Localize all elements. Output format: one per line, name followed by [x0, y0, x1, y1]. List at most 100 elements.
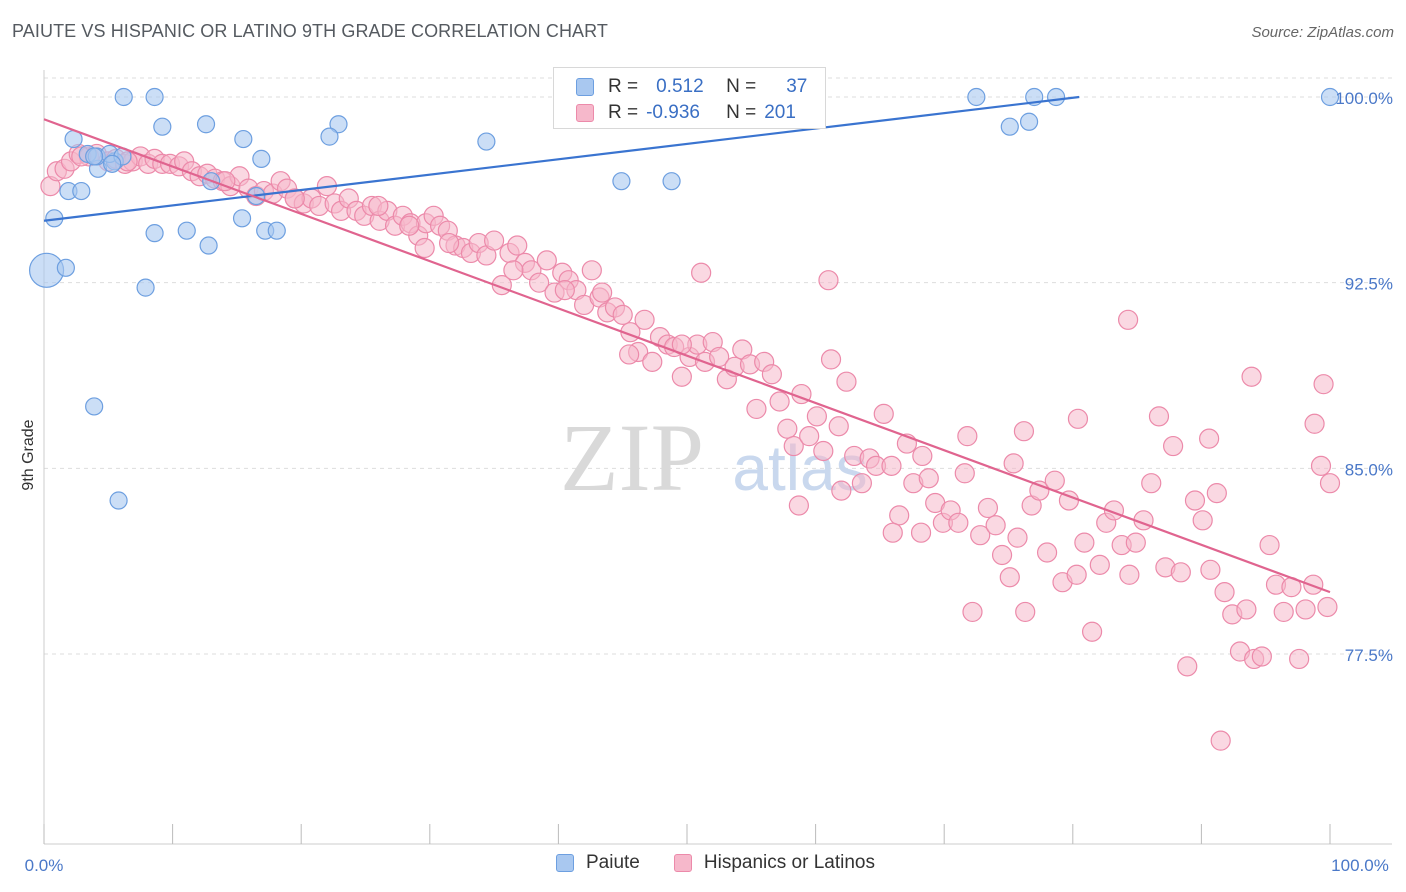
hispanic-point [1141, 473, 1162, 494]
hispanic-point [889, 505, 910, 526]
hispanic-point [368, 195, 389, 217]
hispanic-point [507, 235, 528, 256]
hispanic-point [828, 416, 849, 437]
paiute-point [477, 132, 496, 151]
hispanic-point [954, 463, 975, 484]
hispanic-point [873, 403, 894, 424]
hispanic-swatch [576, 104, 594, 122]
paiute-point [967, 87, 986, 107]
hispanic-point [642, 351, 663, 372]
hispanic-point [1317, 596, 1338, 618]
hispanic-point [777, 418, 798, 439]
paiute-point [662, 172, 681, 191]
trendlines [43, 95, 1331, 594]
hispanic-point [1117, 309, 1139, 330]
paiute-point [72, 181, 91, 201]
paiute-point [267, 221, 286, 240]
paiute-point [85, 147, 104, 166]
paiute-swatch [576, 78, 594, 96]
hispanic-point [783, 435, 804, 457]
paiute-point [136, 278, 155, 297]
hispanic-point [399, 215, 420, 236]
hispanic-point [836, 371, 857, 392]
hispanic-point [769, 391, 790, 412]
hispanic-point [1066, 564, 1087, 585]
hispanic-point [970, 525, 991, 546]
hispanic-legend-swatch [673, 854, 692, 872]
hispanic-point [999, 567, 1020, 588]
hispanic-n-label: N = [726, 102, 757, 123]
hispanic-point [1295, 599, 1316, 620]
hispanic-point [1206, 482, 1227, 504]
y-tick-label: 100.0% [1335, 89, 1393, 108]
y-tick-label: 92.5% [1345, 275, 1393, 294]
hispanic-r-value: -0.936 [646, 102, 700, 123]
hispanic-point [529, 272, 550, 293]
hispanic-point [1192, 510, 1213, 531]
axes [43, 70, 1392, 845]
paiute-point [234, 129, 253, 149]
hispanic-point [592, 282, 613, 303]
hispanic-point [536, 250, 557, 271]
legend-item-hispanic[interactable]: Hispanics or Latinos [673, 852, 875, 874]
hispanic-point [957, 426, 978, 447]
hispanic-point [1003, 453, 1024, 474]
hispanic-point [1313, 374, 1334, 395]
axis-labels: 100.0% 92.5% 85.0% 77.5% 0.0% 100.0% 9th Grade [20, 89, 1393, 875]
legend-item-paiute[interactable]: Paiute [556, 852, 640, 874]
hispanic-point [918, 468, 939, 489]
paiute-point [196, 115, 216, 134]
paiute-legend-swatch [556, 854, 574, 872]
hispanic-point [788, 495, 809, 516]
paiute-r-value: 0.512 [656, 76, 704, 97]
hispanic-point [1013, 421, 1035, 442]
hispanic-point [1200, 559, 1221, 580]
hispanic-point [1125, 532, 1146, 553]
hispanic-point [851, 473, 872, 494]
hispanic-point [691, 262, 712, 283]
hispanic-legend-label: Hispanics or Latinos [703, 852, 875, 873]
paiute-n-label: N = [726, 76, 757, 97]
hispanic-point [1036, 542, 1058, 563]
hispanic-point [1236, 599, 1257, 620]
hispanic-point [799, 426, 820, 447]
paiute-point [320, 127, 339, 146]
hispanic-point [1199, 428, 1220, 449]
hispanic-point [831, 480, 852, 501]
hispanic-point [985, 515, 1006, 536]
source-label: Source: ZipAtlas.com [1251, 24, 1394, 41]
hispanic-points [40, 143, 1341, 751]
paiute-point [612, 172, 631, 191]
hispanic-point [671, 366, 692, 387]
hispanic-point [1310, 455, 1332, 476]
hispanic-point [882, 522, 903, 543]
hispanic-point [503, 260, 524, 281]
y-tick-label: 85.0% [1345, 460, 1393, 479]
hispanic-point [1007, 527, 1028, 548]
paiute-r-label: R = [608, 76, 639, 97]
hispanic-point [1259, 534, 1280, 556]
hispanic-point [1241, 366, 1262, 387]
hispanic-point [1081, 621, 1103, 642]
hispanic-point [612, 304, 633, 325]
paiute-point [252, 149, 271, 168]
series-legend: Paiute Hispanics or Latinos [556, 852, 909, 874]
x-tick-label-min: 0.0% [25, 856, 64, 875]
hispanic-point [1304, 413, 1325, 434]
hispanic-point [910, 522, 932, 543]
hispanic-point [634, 309, 655, 330]
paiute-point [145, 87, 164, 107]
hispanic-point [284, 188, 305, 209]
hispanic-point [484, 230, 505, 251]
hispanic-point [438, 232, 460, 254]
legend-row-paiute: R = 0.512 N = 37 [576, 75, 807, 99]
hispanic-r-label: R = [608, 102, 639, 123]
y-axis-title: 9th Grade [20, 419, 37, 490]
paiute-point [1019, 112, 1039, 131]
hispanic-point [414, 237, 435, 259]
hispanic-point [1184, 490, 1206, 511]
hispanic-point [1067, 408, 1089, 429]
hispanic-point [1119, 564, 1140, 585]
hispanic-point [761, 364, 782, 385]
paiute-point [1000, 117, 1019, 136]
